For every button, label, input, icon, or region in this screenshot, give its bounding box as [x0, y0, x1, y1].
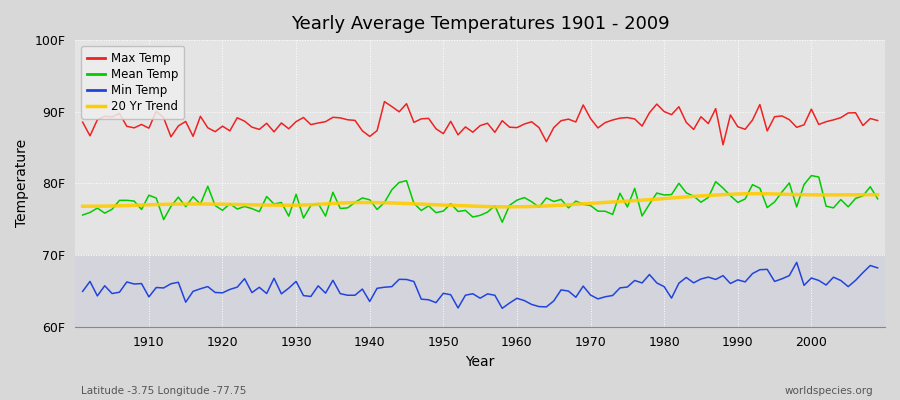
Text: worldspecies.org: worldspecies.org [785, 386, 873, 396]
20 Yr Trend [298, 202, 309, 207]
Mean Temp [806, 173, 817, 178]
Min Temp [342, 293, 353, 298]
Mean Temp [136, 207, 147, 212]
Max Temp [519, 122, 530, 126]
20 Yr Trend [747, 191, 758, 196]
X-axis label: Year: Year [465, 355, 495, 369]
Min Temp [497, 306, 508, 311]
20 Yr Trend [872, 192, 883, 197]
20 Yr Trend [77, 204, 88, 209]
Legend: Max Temp, Mean Temp, Min Temp, 20 Yr Trend: Max Temp, Mean Temp, Min Temp, 20 Yr Tre… [81, 46, 184, 119]
Bar [76, 255, 885, 327]
Max Temp [136, 122, 147, 127]
20 Yr Trend [511, 204, 522, 209]
20 Yr Trend [519, 204, 530, 209]
20 Yr Trend [608, 200, 618, 204]
Mean Temp [608, 212, 618, 217]
Bar [76, 40, 885, 255]
Y-axis label: Temperature: Temperature [15, 139, 29, 228]
Max Temp [77, 120, 88, 124]
Mean Temp [511, 198, 522, 202]
Line: 20 Yr Trend: 20 Yr Trend [83, 194, 878, 207]
Min Temp [791, 260, 802, 265]
Mean Temp [519, 195, 530, 200]
Line: Mean Temp: Mean Temp [83, 176, 878, 222]
Max Temp [608, 118, 618, 122]
Line: Min Temp: Min Temp [83, 262, 878, 308]
Max Temp [342, 117, 353, 122]
Min Temp [519, 298, 530, 303]
Min Temp [872, 266, 883, 270]
Mean Temp [342, 206, 353, 210]
Min Temp [136, 281, 147, 286]
20 Yr Trend [342, 200, 353, 205]
Mean Temp [77, 213, 88, 218]
Max Temp [379, 99, 390, 104]
Min Temp [77, 289, 88, 294]
20 Yr Trend [504, 204, 515, 209]
Mean Temp [872, 196, 883, 201]
Mean Temp [298, 216, 309, 220]
Max Temp [511, 125, 522, 130]
Max Temp [872, 118, 883, 123]
Min Temp [298, 293, 309, 298]
Text: Latitude -3.75 Longitude -77.75: Latitude -3.75 Longitude -77.75 [81, 386, 247, 396]
Max Temp [298, 115, 309, 120]
Mean Temp [497, 220, 508, 225]
20 Yr Trend [136, 203, 147, 208]
Title: Yearly Average Temperatures 1901 - 2009: Yearly Average Temperatures 1901 - 2009 [291, 15, 670, 33]
Min Temp [608, 293, 618, 298]
Min Temp [511, 296, 522, 301]
Max Temp [717, 142, 728, 147]
Line: Max Temp: Max Temp [83, 102, 878, 145]
